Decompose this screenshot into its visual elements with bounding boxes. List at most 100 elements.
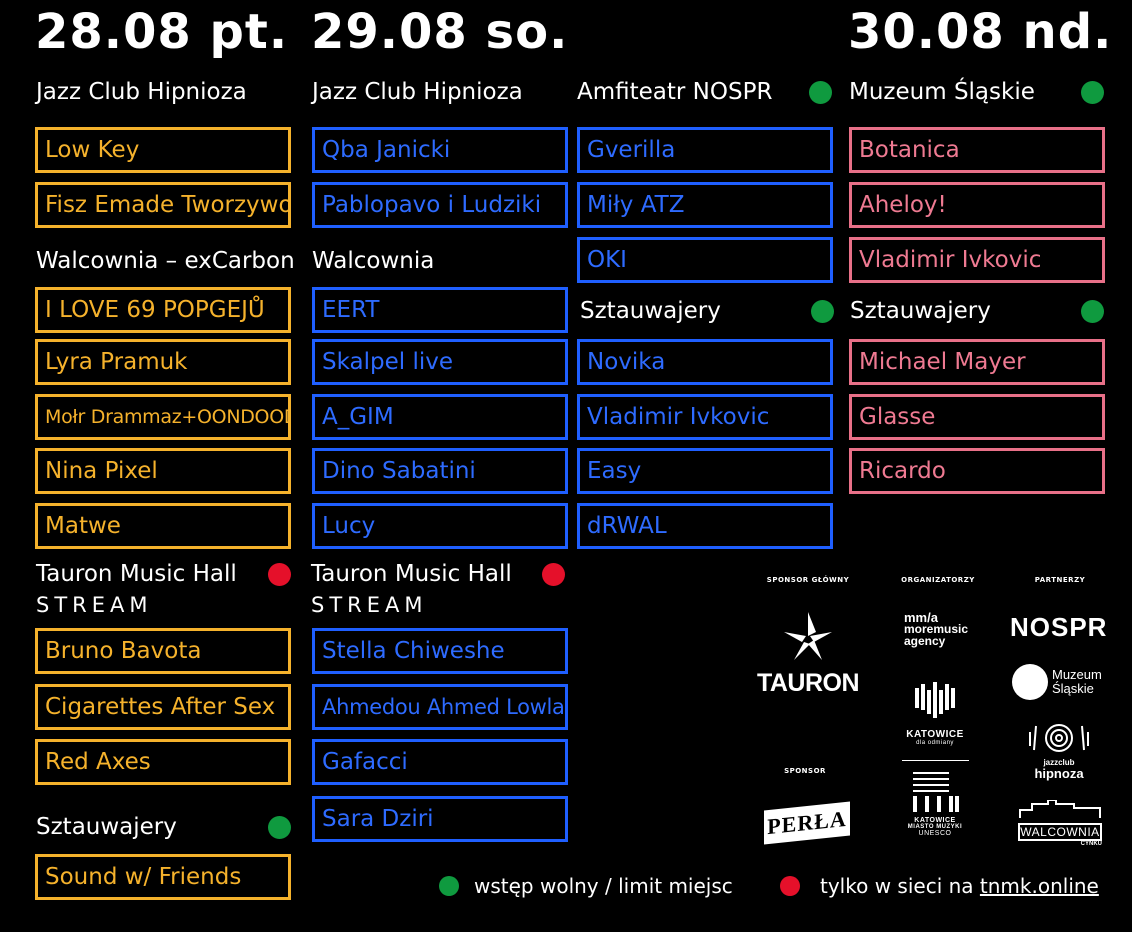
unesco-logo-line2: MIASTO MUZYKI	[907, 824, 963, 830]
free-entry-dot	[809, 81, 832, 104]
katowice-logo[interactable]: KATOWICE dla odmiany	[900, 680, 970, 750]
venue-sztauwajery-sat: Sztauwajery	[580, 298, 721, 324]
unesco-bars-icon	[913, 772, 959, 812]
venue-amfiteatr-nospr: Amfiteatr NOSPR	[577, 79, 773, 105]
free-entry-dot	[268, 816, 291, 839]
organizers-label: ORGANIZATORZY	[901, 576, 975, 584]
katowice-logo-sub: dla odmiany	[916, 740, 954, 746]
tauron-logo[interactable]: TAURON	[752, 610, 864, 696]
perla-logo-box[interactable]: PERŁA	[764, 801, 850, 845]
artist-box[interactable]: Ricardo	[849, 448, 1105, 494]
walcownia-building-icon	[1019, 799, 1101, 818]
artist-box[interactable]: Lucy	[312, 503, 568, 549]
artist-box[interactable]: Skalpel live	[312, 339, 568, 385]
mma-logo-line2: moremusic	[904, 622, 969, 637]
muzeum-circle-icon	[1012, 664, 1048, 700]
artist-box[interactable]: Aheloy!	[849, 182, 1105, 228]
venue-tauron-music-hall-fri: Tauron Music Hall	[36, 561, 237, 587]
stream-label: STREAM	[311, 593, 428, 617]
artist-box[interactable]: A_GIM	[312, 394, 568, 440]
online-only-dot	[542, 563, 565, 586]
venue-walcownia-excarbon: Walcownia – exCarbon	[36, 248, 295, 274]
artist-box[interactable]: Nina Pixel	[35, 448, 291, 494]
date-friday: 28.08 pt.	[35, 4, 289, 60]
artist-box[interactable]: Michael Mayer	[849, 339, 1105, 385]
artist-box[interactable]: Ahmedou Ahmed Lowla	[312, 684, 568, 730]
artist-box[interactable]: Easy	[577, 448, 833, 494]
mma-logo-line3: agency	[904, 633, 946, 648]
sponsor-main-label: SPONSOR GŁÓWNY	[766, 576, 850, 584]
artist-box[interactable]: Vladimir Ivkovic	[577, 394, 833, 440]
artist-box[interactable]: Cigarettes After Sex	[35, 684, 291, 730]
hipnoza-logo-line2: hipnoza	[1034, 766, 1084, 781]
artist-box[interactable]: Miły ATZ	[577, 182, 833, 228]
free-entry-dot	[1081, 81, 1104, 104]
artist-box[interactable]: Dino Sabatini	[312, 448, 568, 494]
venue-walcownia: Walcownia	[312, 248, 435, 274]
artist-box[interactable]: Glasse	[849, 394, 1105, 440]
artist-box[interactable]: Gverilla	[577, 127, 833, 173]
katowice-heart-icon	[915, 682, 955, 718]
artist-box[interactable]: Fisz Emade Tworzywo	[35, 182, 291, 228]
artist-box[interactable]: Matwe	[35, 503, 291, 549]
legend-online-prefix: tylko w sieci na	[820, 874, 980, 898]
artist-box[interactable]: Qba Janicki	[312, 127, 568, 173]
sponsor-label: SPONSOR	[784, 767, 826, 775]
online-only-dot	[268, 563, 291, 586]
venue-sztauwajery-fri: Sztauwajery	[36, 814, 177, 840]
legend-online-text: tylko w sieci na tnmk.online	[820, 874, 1099, 898]
artist-box[interactable]: Novika	[577, 339, 833, 385]
artist-box[interactable]: Low Key	[35, 127, 291, 173]
artist-box[interactable]: Vladimir Ivkovic	[849, 237, 1105, 283]
artist-box[interactable]: Botanica	[849, 127, 1105, 173]
perla-logo-text: PERŁA	[767, 805, 847, 840]
artist-box[interactable]: Sara Dziri	[312, 796, 568, 842]
walcownia-logo-text: WALCOWNIA	[1018, 823, 1102, 841]
artist-box[interactable]: OKI	[577, 237, 833, 283]
venue-tauron-music-hall-sat: Tauron Music Hall	[311, 561, 512, 587]
stream-label: STREAM	[36, 593, 153, 617]
artist-box[interactable]: Lyra Pramuk	[35, 339, 291, 385]
artist-box[interactable]: Pablopavo i Ludziki	[312, 182, 568, 228]
artist-box[interactable]: Sound w/ Friends	[35, 854, 291, 900]
legend-free-dot	[439, 876, 459, 896]
muzeum-logo-line1: Muzeum	[1052, 667, 1102, 682]
tnmk-online-link[interactable]: tnmk.online	[979, 874, 1099, 898]
unesco-logo-line3: UNESCO	[918, 830, 952, 837]
artist-box[interactable]: EERT	[312, 287, 568, 333]
venue-muzeum-slaskie: Muzeum Śląskie	[849, 79, 1035, 105]
nospr-logo[interactable]: NOSPR	[1010, 612, 1108, 642]
katowice-logo-text: KATOWICE	[906, 729, 964, 740]
date-saturday: 29.08 so.	[311, 4, 569, 60]
artist-box[interactable]: Red Axes	[35, 739, 291, 785]
venue-sztauwajery-sun: Sztauwajery	[850, 298, 991, 324]
tauron-logo-text: TAURON	[756, 669, 860, 697]
tauron-mark-icon	[784, 612, 832, 660]
venue-jazz-club-hipnioza-sat: Jazz Club Hipnioza	[312, 79, 523, 105]
legend-free-text: wstęp wolny / limit miejsc	[474, 874, 733, 898]
partners-label: PARTNERZY	[1034, 576, 1086, 584]
artist-box[interactable]: Bruno Bavota	[35, 628, 291, 674]
walcownia-logo[interactable]: WALCOWNIA CYNKU	[1018, 799, 1102, 847]
artist-box[interactable]: I LOVE 69 POPGEJŮ	[35, 287, 291, 333]
artist-box[interactable]: Stella Chiweshe	[312, 628, 568, 674]
legend-online-dot	[780, 876, 800, 896]
artist-box[interactable]: dRWAL	[577, 503, 833, 549]
unesco-logo-line1: KATOWICE	[914, 817, 956, 824]
venue-jazz-club-hipnioza-fri: Jazz Club Hipnioza	[36, 79, 247, 105]
mma-logo-line1: mm/a	[904, 610, 938, 625]
hipnoza-spiral-icon	[1029, 724, 1089, 752]
hipnoza-logo-line1: jazzclub	[1043, 758, 1075, 767]
artist-box[interactable]: Gafacci	[312, 739, 568, 785]
mma-logo[interactable]: mm/a moremusic agency	[904, 610, 984, 648]
walcownia-logo-sub: CYNKU	[1080, 841, 1102, 847]
muzeum-slaskie-logo[interactable]: Muzeum Śląskie	[1012, 662, 1108, 702]
artist-box[interactable]: Mołr Drammaz+OONDOOD	[35, 394, 291, 440]
katowice-unesco-logo[interactable]: KATOWICE MIASTO MUZYKI UNESCO	[905, 770, 965, 844]
jazzclub-hipnoza-logo[interactable]: jazzclub hipnoza	[1026, 722, 1092, 780]
free-entry-dot	[811, 300, 834, 323]
divider	[902, 760, 969, 761]
free-entry-dot	[1081, 300, 1104, 323]
date-sunday: 30.08 nd.	[848, 4, 1113, 60]
muzeum-logo-line2: Śląskie	[1052, 681, 1094, 697]
